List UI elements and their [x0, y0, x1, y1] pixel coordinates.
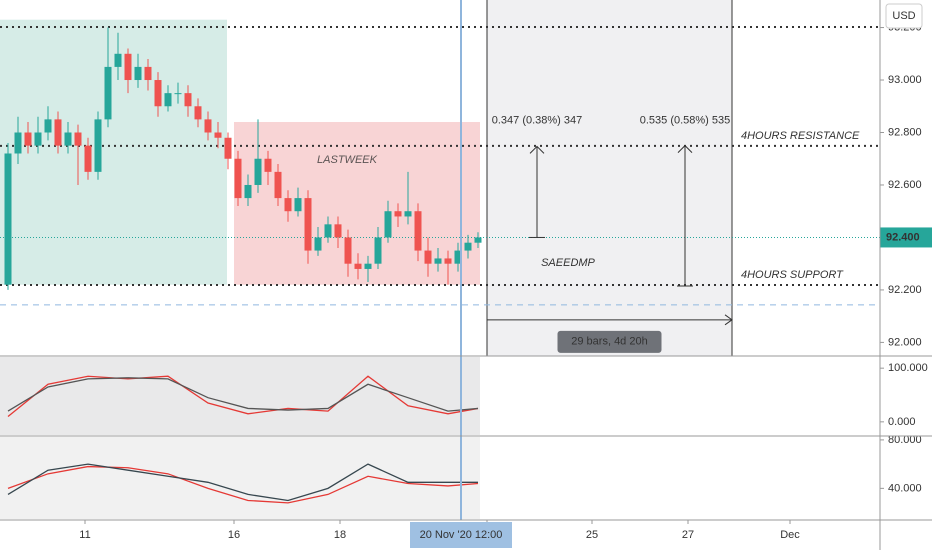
- candle-body: [124, 53, 132, 81]
- zone: [0, 19, 227, 285]
- zone-label: LASTWEEK: [317, 154, 378, 166]
- candle-body: [354, 263, 362, 269]
- candle-body: [434, 258, 442, 264]
- indicator-bg: [0, 357, 480, 435]
- level-label: 4HOURS SUPPORT: [741, 269, 844, 281]
- candle-body: [4, 153, 12, 285]
- candle-body: [424, 250, 432, 264]
- candle-body: [364, 263, 372, 269]
- candle-body: [134, 66, 142, 81]
- price-tag-label: 92.400: [886, 231, 920, 243]
- y-tick-label: 92.600: [888, 179, 922, 191]
- currency: USD: [892, 10, 915, 22]
- indicator-bg: [0, 437, 480, 519]
- candle-body: [14, 132, 22, 154]
- candle-body: [314, 237, 322, 251]
- ruler-label: 0.535 (0.58%) 535: [640, 114, 731, 126]
- ruler-label: 0.347 (0.38%) 347: [492, 114, 583, 126]
- candle-body: [254, 158, 262, 185]
- candle-body: [74, 132, 82, 146]
- watermark: SAEEDMP: [541, 257, 595, 269]
- x-tick-label: Dec: [780, 529, 800, 541]
- candle-body: [474, 237, 482, 243]
- candle-body: [264, 158, 272, 172]
- candle-body: [144, 66, 152, 81]
- y-tick-label: 0.000: [888, 416, 916, 428]
- candle-body: [114, 53, 122, 67]
- candle-body: [324, 224, 332, 238]
- ruler-arrow: [529, 145, 545, 154]
- zone: [234, 122, 480, 285]
- candle-body: [444, 258, 452, 264]
- bars-arrow: [724, 314, 733, 326]
- y-tick-label: 92.000: [888, 336, 922, 348]
- x-tick-label: 18: [334, 529, 346, 541]
- currency-box[interactable]: [885, 3, 923, 29]
- bars-box: [557, 330, 662, 353]
- candle-body: [284, 198, 292, 212]
- measure-area: [487, 0, 732, 356]
- candle-body: [404, 211, 412, 217]
- candle-body: [214, 132, 222, 138]
- candle-body: [384, 211, 392, 238]
- candle-body: [34, 132, 42, 146]
- y-tick-label: 40.000: [888, 482, 922, 494]
- candle-body: [464, 242, 472, 251]
- crosshair-box: [410, 522, 512, 548]
- x-tick-label: 11: [79, 529, 90, 541]
- x-tick-label: 25: [586, 529, 598, 541]
- candle-body: [234, 158, 242, 199]
- x-tick-label: 16: [228, 529, 240, 541]
- y-tick-label: 100.000: [888, 362, 928, 374]
- candle-body: [44, 119, 52, 133]
- candle-body: [244, 184, 252, 199]
- candle-body: [164, 93, 172, 107]
- candle-body: [394, 211, 402, 217]
- price-tag: [880, 227, 932, 248]
- candle-body: [204, 119, 212, 133]
- indicator-line: [7, 377, 479, 412]
- candle-body: [344, 237, 352, 264]
- indicator-line: [7, 463, 478, 502]
- indicator-line: [7, 465, 479, 504]
- y-tick-label: 92.200: [888, 284, 922, 296]
- candle-body: [454, 250, 462, 264]
- x-tick-label: 27: [682, 529, 694, 541]
- candle-body: [334, 224, 342, 238]
- candle-body: [94, 119, 102, 172]
- indicator-line: [7, 375, 479, 417]
- candle-body: [174, 93, 182, 95]
- y-tick-label: 92.800: [888, 126, 922, 138]
- candle-body: [414, 211, 422, 251]
- candle-body: [294, 198, 302, 212]
- candle-body: [84, 145, 92, 172]
- candle-body: [154, 80, 162, 107]
- candle-body: [184, 93, 192, 107]
- candle-body: [374, 237, 382, 264]
- candle-body: [104, 66, 112, 120]
- candle-body: [194, 106, 202, 120]
- candle-body: [224, 137, 232, 159]
- candle-body: [274, 171, 282, 199]
- level-label: 4HOURS RESISTANCE: [741, 130, 860, 142]
- candle-body: [64, 132, 72, 146]
- crosshair-label: 20 Nov '20 12:00: [420, 529, 503, 541]
- candle-body: [304, 198, 312, 251]
- candle-body: [54, 119, 62, 146]
- bars-label: 29 bars, 4d 20h: [571, 336, 647, 348]
- candle-body: [24, 132, 32, 146]
- y-tick-label: 80.000: [888, 434, 922, 446]
- ruler-arrow: [677, 144, 693, 153]
- y-tick-label: 93.000: [888, 74, 922, 86]
